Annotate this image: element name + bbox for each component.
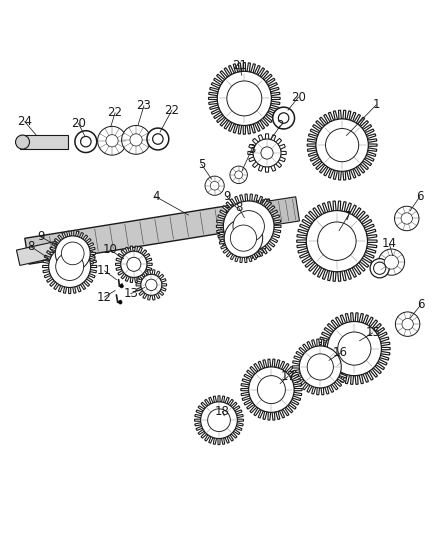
Text: 20: 20 [291,91,306,103]
Circle shape [385,255,399,269]
Circle shape [374,262,386,274]
Circle shape [230,166,247,183]
Circle shape [307,354,333,380]
Polygon shape [208,62,280,134]
Text: 9: 9 [37,230,45,243]
Circle shape [327,321,381,376]
Circle shape [316,119,368,171]
Polygon shape [42,239,97,294]
Text: 3: 3 [248,143,255,156]
Circle shape [106,135,118,147]
Circle shape [227,81,262,116]
Text: 20: 20 [71,117,86,130]
Circle shape [396,312,420,336]
Circle shape [401,213,413,224]
Circle shape [121,251,147,277]
Circle shape [378,249,405,275]
Circle shape [127,257,141,271]
Polygon shape [318,313,390,384]
Text: 23: 23 [137,99,152,112]
Circle shape [299,346,341,388]
Circle shape [208,409,230,432]
Circle shape [306,211,367,272]
Polygon shape [219,214,268,263]
Circle shape [279,113,289,123]
Polygon shape [297,201,377,281]
Circle shape [61,242,84,265]
Circle shape [249,367,294,413]
Polygon shape [241,359,302,420]
Text: 24: 24 [17,115,32,128]
Text: 22: 22 [108,106,123,119]
Circle shape [402,318,413,330]
Circle shape [49,246,91,287]
Circle shape [395,206,419,231]
Circle shape [205,176,224,195]
Polygon shape [307,110,377,180]
Text: 13: 13 [124,287,138,300]
Circle shape [147,128,169,150]
Circle shape [223,201,274,252]
Circle shape [98,126,127,155]
Text: 6: 6 [416,190,424,203]
Polygon shape [248,134,286,172]
Circle shape [253,139,281,167]
Polygon shape [50,231,95,276]
Text: 6: 6 [417,298,424,311]
Circle shape [122,125,150,154]
Circle shape [273,107,294,129]
Circle shape [338,332,371,365]
Circle shape [152,134,163,144]
Text: 1: 1 [372,99,380,111]
Text: 15: 15 [365,326,380,340]
Circle shape [217,71,272,125]
Circle shape [141,274,162,295]
Circle shape [318,222,356,261]
Text: 18: 18 [215,405,230,418]
Polygon shape [25,199,273,264]
Text: 16: 16 [333,346,348,359]
Circle shape [55,236,90,271]
Text: 8: 8 [235,201,242,214]
Text: 12: 12 [97,290,112,304]
Circle shape [224,219,263,257]
Text: 5: 5 [198,158,205,171]
Text: 10: 10 [102,244,117,256]
Polygon shape [136,270,166,300]
Text: 21: 21 [233,59,247,72]
Text: 14: 14 [382,237,397,251]
Circle shape [235,171,243,179]
Circle shape [261,147,273,159]
Circle shape [258,376,286,403]
Circle shape [120,285,124,288]
Circle shape [233,211,265,242]
Text: 2: 2 [276,119,284,132]
Text: 7: 7 [344,210,352,223]
Circle shape [325,128,359,161]
Circle shape [146,279,157,290]
Circle shape [210,181,219,190]
Circle shape [230,225,257,251]
Text: 8: 8 [28,240,35,253]
Text: 4: 4 [152,190,159,203]
Text: 17: 17 [280,370,296,383]
Circle shape [370,259,389,278]
Polygon shape [226,197,300,232]
Polygon shape [17,241,59,265]
Circle shape [201,402,237,439]
Circle shape [130,134,142,146]
Text: 9: 9 [223,190,231,203]
Circle shape [81,136,91,147]
Circle shape [119,301,122,304]
Polygon shape [194,396,244,445]
Text: 11: 11 [97,264,112,277]
Circle shape [75,131,97,152]
Polygon shape [293,339,348,395]
Polygon shape [20,135,68,149]
Circle shape [56,253,84,280]
Polygon shape [116,246,152,282]
Polygon shape [216,194,281,259]
Text: 22: 22 [164,104,179,117]
Circle shape [15,135,29,149]
